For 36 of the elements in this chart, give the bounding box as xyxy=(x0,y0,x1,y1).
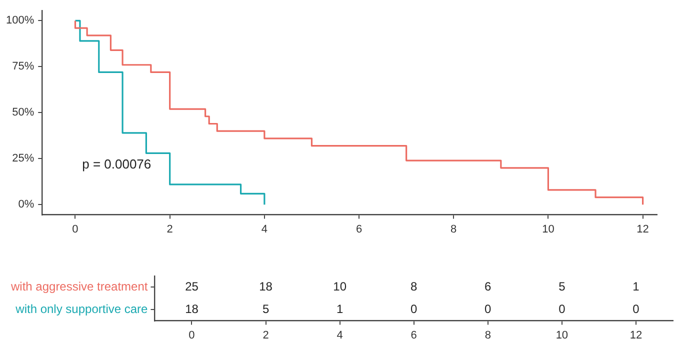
y-tick-label: 50% xyxy=(12,106,34,119)
data-label: 5 xyxy=(262,302,270,316)
data-label: 18 xyxy=(185,302,199,316)
y-tick-label: with only supportive care xyxy=(14,302,148,316)
annotation: p = 0.00076 xyxy=(82,156,152,172)
data-label: 5 xyxy=(558,280,566,294)
x-tick-label: 10 xyxy=(542,223,554,236)
x-tick-label: 10 xyxy=(556,329,568,342)
data-label: 8 xyxy=(410,280,418,294)
data-label: 1 xyxy=(336,302,344,316)
data-label: 0 xyxy=(632,302,640,316)
y-tick-label: 25% xyxy=(12,152,34,165)
y-tick-label: 75% xyxy=(12,60,34,73)
x-tick-label: 6 xyxy=(356,223,362,236)
data-label: 18 xyxy=(259,280,273,294)
data-label: 6 xyxy=(484,280,492,294)
x-tick-label: 12 xyxy=(630,329,642,342)
y-tick-label: 0% xyxy=(18,198,34,211)
x-tick-label: 0 xyxy=(72,223,78,236)
data-label: 0 xyxy=(410,302,418,316)
y-tick-label: 100% xyxy=(6,14,34,27)
data-label: 1 xyxy=(632,280,640,294)
data-label: 0 xyxy=(484,302,492,316)
x-tick-label: 0 xyxy=(188,329,195,342)
data-label: 10 xyxy=(333,280,347,294)
x-tick-label: 2 xyxy=(262,329,269,342)
x-tick-label: 8 xyxy=(450,223,457,236)
data-label: 25 xyxy=(185,280,199,294)
y-tick-label: with aggressive treatment xyxy=(10,280,148,294)
data-label: 0 xyxy=(558,302,566,316)
x-tick-label: 4 xyxy=(261,223,268,236)
x-tick-label: 4 xyxy=(336,329,343,342)
x-tick-label: 6 xyxy=(410,329,417,342)
x-tick-label: 12 xyxy=(636,223,649,236)
x-tick-label: 8 xyxy=(484,329,491,342)
x-tick-label: 2 xyxy=(166,223,173,236)
